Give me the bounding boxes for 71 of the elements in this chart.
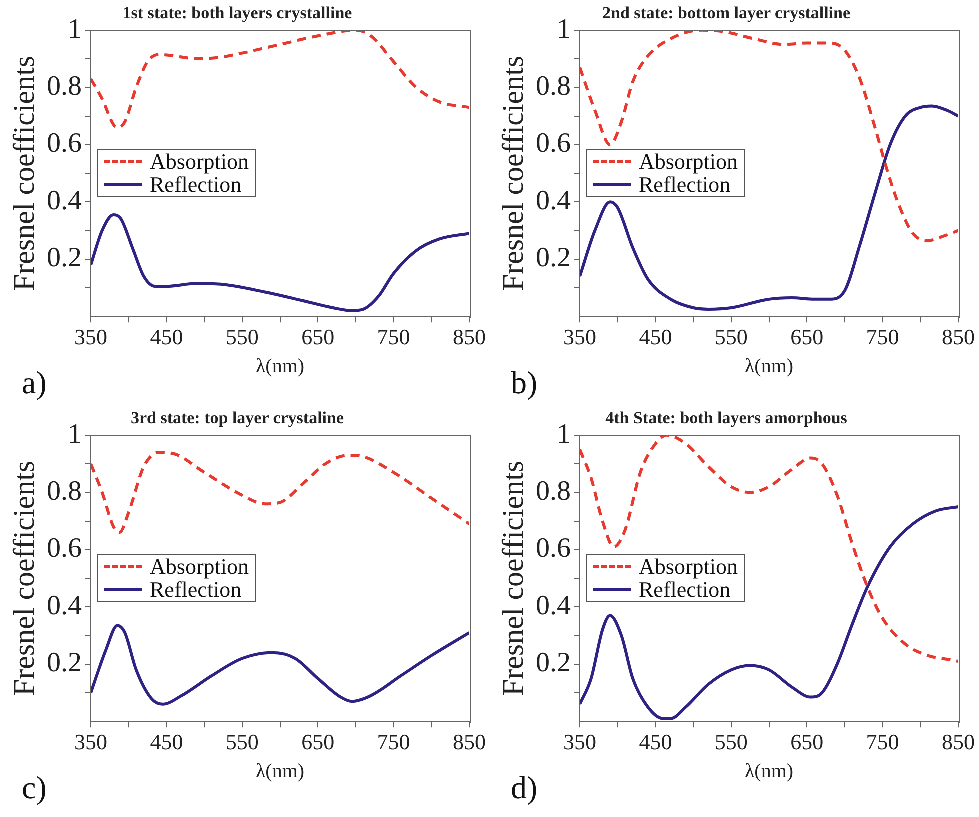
text: c) (22, 769, 47, 806)
y-tick-label: 1 (557, 14, 571, 45)
y-tick-label: 0.8 (536, 71, 571, 102)
text: a) (22, 364, 47, 400)
x-tick-label: 750 (866, 730, 900, 755)
x-tick-label: 450 (639, 730, 672, 755)
y-tick-label: 0.6 (47, 533, 82, 564)
x-tick-label: 750 (377, 730, 410, 755)
x-tick-label: 450 (639, 324, 672, 350)
y-tick-label: 0.8 (47, 71, 82, 102)
x-tick-label: 850 (453, 730, 486, 755)
y-tick-label: 0.4 (536, 590, 571, 622)
x-axis-title: λ(nm) (744, 760, 794, 782)
y-tick-label: 1 (68, 418, 82, 450)
x-tick-label: 850 (942, 324, 975, 350)
y-axis-title: Fresnel coefficients (496, 56, 530, 292)
x-tick-label: 750 (377, 324, 410, 350)
y-tick-label: 0.8 (536, 476, 571, 507)
x-tick-label: 350 (564, 730, 596, 755)
x-tick-label: 550 (714, 324, 748, 350)
line-series (580, 104, 958, 311)
x-tick-label: 350 (564, 324, 596, 350)
x-tick-label: 350 (74, 324, 108, 350)
x-tick-label: 550 (226, 324, 259, 350)
legend-label: Absorption (639, 149, 738, 174)
y-tick-label: 0.2 (47, 648, 82, 679)
y-tick-label: 0.8 (47, 476, 82, 507)
chart-title: 1st state: both layers crystalline (122, 4, 353, 23)
x-tick-label: 450 (150, 324, 184, 350)
x-tick-label: 750 (866, 324, 900, 350)
line-series (580, 30, 958, 242)
y-axis-title: Fresnel coefficients (8, 460, 41, 696)
x-tick-label: 350 (74, 730, 108, 755)
y-tick-label: 1 (68, 14, 82, 45)
x-tick-label: 850 (453, 324, 486, 350)
x-tick-label: 650 (790, 324, 824, 350)
y-tick-label: 0.6 (536, 128, 571, 160)
x-tick-label: 650 (790, 730, 824, 755)
y-tick-label: 0.2 (536, 648, 571, 679)
x-tick-label: 550 (714, 730, 748, 755)
x-axis-title: λ(nm) (256, 355, 305, 378)
x-tick-label: 650 (302, 324, 335, 350)
x-axis-title: λ(nm) (744, 355, 794, 378)
y-tick-label: 0.2 (536, 242, 571, 274)
y-tick-label: 0.4 (47, 185, 82, 216)
x-axis-title: λ(nm) (256, 760, 305, 782)
y-tick-label: 0.2 (47, 242, 82, 274)
legend-label: Absorption (150, 554, 249, 580)
line-series (91, 214, 470, 312)
x-tick-label: 650 (302, 730, 335, 755)
legend-label: Absorption (639, 554, 738, 580)
y-tick-label: 1 (557, 418, 571, 450)
legend-label: Absorption (150, 149, 249, 174)
x-tick-label: 850 (942, 730, 975, 755)
y-axis-title: Fresnel coefficients (8, 56, 41, 292)
chart-title: 3rd state: top layer crystaline (130, 408, 344, 428)
y-tick-label: 0.6 (47, 128, 82, 160)
chart-title: 2nd state: bottom layer crystalline (602, 4, 851, 23)
y-axis-title: Fresnel coefficients (496, 460, 530, 696)
line-series (580, 435, 958, 663)
line-series (91, 624, 470, 706)
x-tick-label: 450 (150, 730, 184, 755)
line-series (91, 30, 470, 130)
text: b) (511, 364, 538, 400)
y-tick-label: 0.4 (536, 185, 571, 216)
y-tick-label: 0.4 (47, 590, 82, 622)
chart-title: 4th State: both layers amorphous (606, 408, 848, 428)
line-series (91, 451, 470, 534)
text: d) (511, 769, 538, 806)
y-tick-label: 0.6 (536, 533, 571, 564)
x-tick-label: 550 (226, 730, 259, 755)
